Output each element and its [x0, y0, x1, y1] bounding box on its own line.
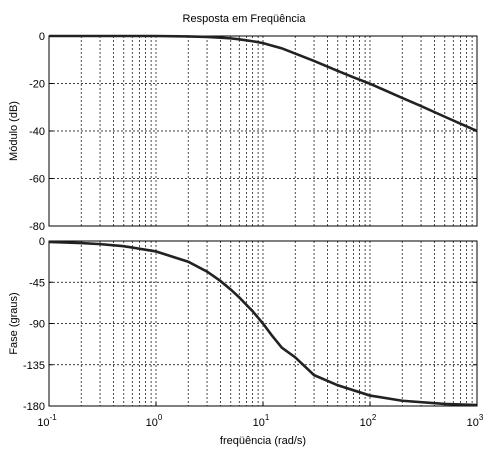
magnitude-curve [49, 34, 478, 133]
magnitude-y-axis-label: Módulo (dB) [8, 101, 20, 161]
x-axis-label: freqüência (rad/s) [220, 435, 306, 447]
phase-y-tick-label: -180 [23, 401, 45, 413]
phase-x-tick-label: 10-1 [37, 413, 57, 429]
magnitude-y-tick-label: -40 [29, 126, 45, 138]
phase-x-tick-label: 100 [146, 413, 163, 429]
phase-y-axis-label: Fase (graus) [8, 292, 20, 354]
phase-curve [48, 240, 478, 407]
magnitude-y-tick-label: 0 [39, 31, 45, 43]
phase-y-tick-label: 0 [39, 236, 45, 248]
phase-x-tick-label: 102 [360, 413, 377, 429]
magnitude-y-tick-label: -80 [29, 221, 45, 233]
phase-x-tick-label: 103 [467, 413, 484, 429]
magnitude-y-tick-label: -60 [29, 174, 45, 186]
magnitude-panel: 0 -20 -40 -60 -80 Módulo (dB) [8, 31, 478, 233]
phase-y-tick-label: -90 [29, 319, 45, 331]
phase-panel: 0 -45 -90 -135 -180 Fase (graus) 10-1 100 101 102… [8, 236, 484, 429]
magnitude-y-tick-label: -20 [29, 79, 45, 91]
phase-y-tick-label: -45 [29, 277, 45, 289]
bode-panels: 0 -20 -40 -60 -80 Módulo (dB) 0 -45 -90 -135 -180 F… [8, 31, 484, 429]
phase-x-tick-label: 101 [253, 413, 270, 429]
chart-title: Resposta em Freqüência [183, 13, 307, 25]
phase-y-tick-label: -135 [23, 360, 45, 372]
